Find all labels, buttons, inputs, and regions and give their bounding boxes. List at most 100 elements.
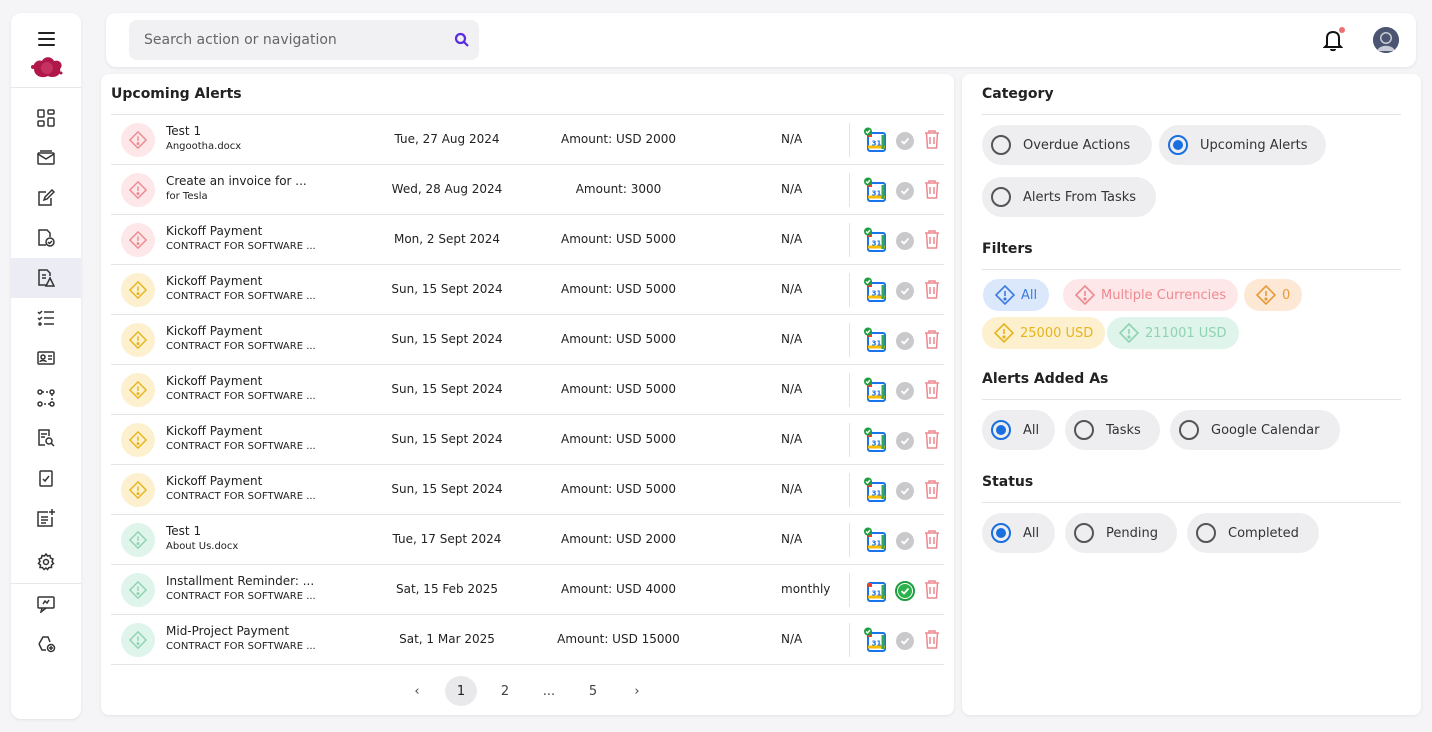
delete-trash-icon[interactable] [924,579,940,599]
radio-button[interactable] [1074,420,1094,440]
sidebar-item-document-search[interactable] [11,418,81,458]
radio-button[interactable] [1074,523,1094,543]
google-calendar-icon[interactable]: 31 [863,327,887,353]
filter-chip-25000[interactable]: 25000 USD [982,317,1106,349]
table-row[interactable]: Test 1 About Us.docx Tue, 17 Sept 2024 A… [111,515,944,565]
pagination-prev[interactable]: ‹ [414,683,420,699]
delete-trash-icon[interactable] [924,329,940,349]
category-option-upcoming[interactable]: Upcoming Alerts [1159,125,1326,165]
alert-title[interactable]: Kickoff Payment [166,374,263,388]
added-as-option-tasks[interactable]: Tasks [1065,410,1160,450]
sidebar-item-checklist[interactable] [11,298,81,338]
sidebar-item-workflow[interactable] [11,378,81,418]
delete-trash-icon[interactable] [924,229,940,249]
status-option-all[interactable]: All [982,513,1055,553]
radio-button[interactable] [1196,523,1216,543]
table-row[interactable]: Kickoff Payment CONTRACT FOR SOFTWARE ..… [111,215,944,265]
google-calendar-icon[interactable]: 31 [863,177,887,203]
pagination-next[interactable]: › [634,683,640,699]
status-option-pending[interactable]: Pending [1065,513,1177,553]
pagination-page[interactable]: 2 [500,683,510,699]
google-calendar-icon[interactable]: 31 [863,227,887,253]
alert-title[interactable]: Create an invoice for ... [166,174,307,188]
delete-trash-icon[interactable] [924,429,940,449]
radio-button-selected[interactable] [991,523,1011,543]
sidebar-item-clipboard-check[interactable] [11,458,81,498]
user-avatar[interactable] [1373,27,1399,53]
alert-title[interactable]: Kickoff Payment [166,324,263,338]
sidebar-item-contacts[interactable] [11,338,81,378]
delete-trash-icon[interactable] [924,529,940,549]
alert-title[interactable]: Kickoff Payment [166,274,263,288]
alert-title[interactable]: Test 1 [166,124,202,138]
search-input[interactable] [129,20,439,60]
google-calendar-icon[interactable]: 31 [863,427,887,453]
alert-title[interactable]: Test 1 [166,524,202,538]
radio-button-selected[interactable] [1168,135,1188,155]
mark-complete-icon[interactable] [895,131,915,151]
table-row[interactable]: Kickoff Payment CONTRACT FOR SOFTWARE ..… [111,315,944,365]
table-row[interactable]: Installment Reminder: ... CONTRACT FOR S… [111,565,944,615]
status-option-completed[interactable]: Completed [1187,513,1319,553]
delete-trash-icon[interactable] [924,379,940,399]
sidebar-item-edit-document[interactable] [11,178,81,218]
alert-title[interactable]: Kickoff Payment [166,474,263,488]
table-row[interactable]: Kickoff Payment CONTRACT FOR SOFTWARE ..… [111,265,944,315]
google-calendar-icon[interactable]: 31 [863,577,887,603]
pagination-page[interactable]: 1 [445,676,477,706]
notification-bell-icon[interactable] [1323,28,1343,52]
mark-complete-icon[interactable] [895,381,915,401]
sidebar-item-settings[interactable] [11,542,81,582]
alert-title[interactable]: Mid-Project Payment [166,624,290,638]
mark-complete-icon[interactable] [895,481,915,501]
table-row[interactable]: Kickoff Payment CONTRACT FOR SOFTWARE ..… [111,415,944,465]
filter-chip-zero[interactable]: 0 [1244,279,1303,311]
hamburger-menu-icon[interactable] [38,32,55,46]
google-calendar-icon[interactable]: 31 [863,477,887,503]
added-as-option-google-calendar[interactable]: Google Calendar [1170,410,1340,450]
delete-trash-icon[interactable] [924,279,940,299]
sidebar-item-feedback[interactable] [11,584,81,624]
pagination-page[interactable]: 5 [588,683,598,699]
added-as-option-all[interactable]: All [982,410,1055,450]
google-calendar-icon[interactable]: 31 [863,127,887,153]
alert-title[interactable]: Installment Reminder: ... [166,574,315,588]
delete-trash-icon[interactable] [924,629,940,649]
filter-chip-all[interactable]: All [983,279,1050,311]
mark-complete-icon[interactable] [895,431,915,451]
category-option-tasks[interactable]: Alerts From Tasks [982,177,1156,217]
sidebar-item-dashboard[interactable] [11,98,81,138]
radio-button[interactable] [991,187,1011,207]
search-icon[interactable] [454,32,470,48]
category-option-overdue[interactable]: Overdue Actions [982,125,1152,165]
radio-button[interactable] [1179,420,1199,440]
table-row[interactable]: Kickoff Payment CONTRACT FOR SOFTWARE ..… [111,465,944,515]
filter-chip-211001[interactable]: 211001 USD [1107,317,1239,349]
delete-trash-icon[interactable] [924,479,940,499]
sidebar-item-inbox[interactable] [11,138,81,178]
table-row[interactable]: Create an invoice for ... for Tesla Wed,… [111,165,944,215]
mark-complete-icon[interactable] [895,181,915,201]
table-row[interactable]: Kickoff Payment CONTRACT FOR SOFTWARE ..… [111,365,944,415]
mark-complete-icon[interactable] [895,631,915,651]
google-calendar-icon[interactable]: 31 [863,627,887,653]
mark-complete-icon[interactable] [895,281,915,301]
mark-complete-icon[interactable] [895,231,915,251]
table-row[interactable]: Test 1 Angootha.docx Tue, 27 Aug 2024 Am… [111,115,944,165]
sidebar-item-document-check[interactable] [11,218,81,258]
mark-complete-icon[interactable] [895,331,915,351]
alert-title[interactable]: Kickoff Payment [166,224,263,238]
completed-check-icon[interactable] [895,581,915,601]
alert-title[interactable]: Kickoff Payment [166,424,263,438]
sidebar-item-alerts[interactable] [11,258,81,298]
delete-trash-icon[interactable] [924,179,940,199]
mark-complete-icon[interactable] [895,531,915,551]
radio-button[interactable] [991,135,1011,155]
google-calendar-icon[interactable]: 31 [863,527,887,553]
table-row[interactable]: Mid-Project Payment CONTRACT FOR SOFTWAR… [111,615,944,665]
sidebar-item-integrations[interactable] [11,624,81,664]
radio-button-selected[interactable] [991,420,1011,440]
sidebar-item-add-note[interactable] [11,498,81,538]
filter-chip-multiple-currencies[interactable]: Multiple Currencies [1063,279,1239,311]
delete-trash-icon[interactable] [924,129,940,149]
